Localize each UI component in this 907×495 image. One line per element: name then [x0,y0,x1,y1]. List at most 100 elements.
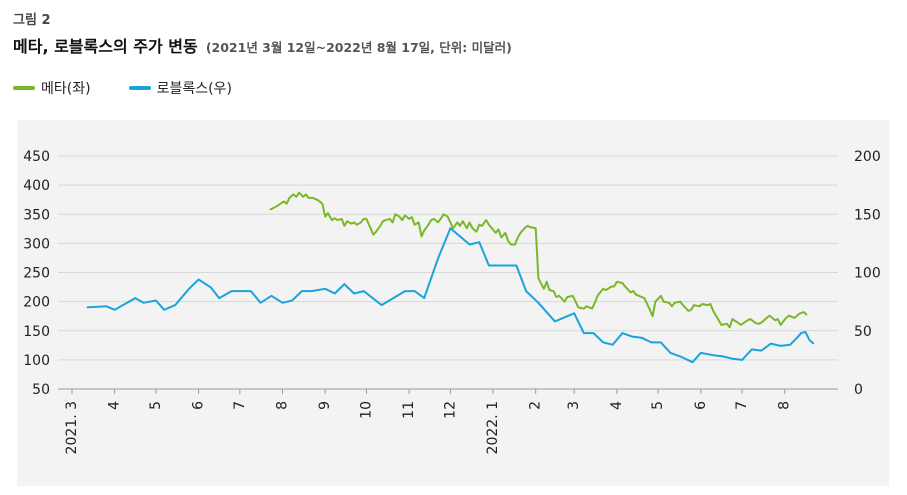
meta-point [353,221,355,223]
series-meta [269,191,808,329]
meta-point [660,295,662,297]
x-tick-label: 8 [275,401,291,410]
left-tick-label: 350 [23,207,50,223]
meta-point [709,303,712,305]
legend-item-meta: 메타(좌) [13,78,91,98]
chart-legend: 메타(좌) 로블록스(우) [13,78,270,98]
roblox-point [414,290,416,292]
meta-point [707,304,709,306]
roblox-point [722,355,724,357]
meta-point [621,282,624,284]
meta-point [553,290,555,292]
x-tick-label: 4 [609,401,625,410]
meta-point [740,324,742,326]
meta-point [543,288,545,290]
meta-point [687,310,690,312]
meta-point [737,322,739,324]
x-tick-label: 2 [528,401,544,410]
x-tick-label: 9 [317,401,333,410]
x-tick-label: 7 [232,401,248,410]
left-tick-label: 50 [32,382,50,398]
roblox-point [679,355,681,357]
meta-point [663,301,665,303]
meta-point [758,323,760,325]
meta-point [555,296,557,298]
roblox-point [469,243,471,246]
meta-point [701,303,703,305]
x-tick-label: 10 [358,401,374,419]
roblox-point [142,302,145,304]
meta-point [591,308,593,310]
meta-point [643,297,646,299]
meta-point [605,289,607,291]
roblox-point [250,290,252,292]
roblox-point [554,320,556,322]
roblox-point [218,297,220,299]
meta-point [788,315,790,317]
meta-point [726,323,728,325]
meta-point [793,317,796,319]
series-layer [86,191,815,364]
right-tick-label: 0 [854,382,863,398]
meta-point [437,221,439,223]
meta-point [302,196,304,198]
meta-point [392,221,394,223]
meta-point [799,312,801,314]
meta-point [365,218,367,220]
roblox-point [231,290,233,292]
meta-point [803,311,805,313]
roblox-point [174,304,176,306]
meta-point [575,301,577,303]
plot-background [17,120,889,486]
meta-point [314,198,317,200]
legend-swatch-meta [13,86,35,90]
roblox-line [87,227,815,364]
roblox-point [641,337,643,339]
x-axis-ticks: 2021. 3 4 5 6 7 8 9 10 11 12 2022. 1 2 3 4 5 6 7 8 [64,389,793,454]
meta-point [478,224,480,226]
meta-point [564,301,566,303]
meta-point [668,302,670,304]
meta-point [682,304,684,306]
left-tick-label: 150 [23,324,50,340]
meta-point [602,288,604,290]
chart-title: 메타, 로블록스의 주가 변동 [13,37,198,56]
meta-point [517,236,519,239]
meta-point [641,296,643,298]
x-tick-label: 12 [442,401,458,419]
meta-point [652,315,654,317]
meta-point [760,322,762,324]
meta-point [466,227,468,229]
left-tick-label: 250 [23,266,50,282]
meta-point [449,221,451,223]
meta-point [327,212,329,214]
meta-point [308,197,310,199]
chart-title-row: 메타, 로블록스의 주가 변동 (2021년 3월 12일~2022년 8월 1… [13,33,512,57]
meta-point [504,232,506,234]
meta-point [418,221,420,223]
roblox-point [650,341,652,343]
meta-point [693,304,695,306]
roblox-point [437,257,439,260]
meta-point [389,218,391,220]
meta-point [718,319,720,321]
meta-point [295,196,297,198]
legend-label-roblox: 로블록스(우) [156,81,232,97]
meta-point [385,219,387,221]
left-tick-label: 300 [23,236,50,252]
meta-point [630,291,632,293]
meta-point [749,318,751,320]
meta-point [624,285,626,288]
x-tick-label: 8 [777,401,793,410]
meta-point [283,200,285,202]
meta-point [577,306,579,308]
roblox-point [751,348,753,350]
meta-point [690,309,692,311]
meta-point [535,227,537,229]
x-tick-label: 6 [191,401,207,410]
meta-point [481,225,483,227]
roblox-point [537,302,540,304]
meta-point [485,219,487,221]
meta-point [433,218,435,220]
roblox-point [660,341,662,343]
